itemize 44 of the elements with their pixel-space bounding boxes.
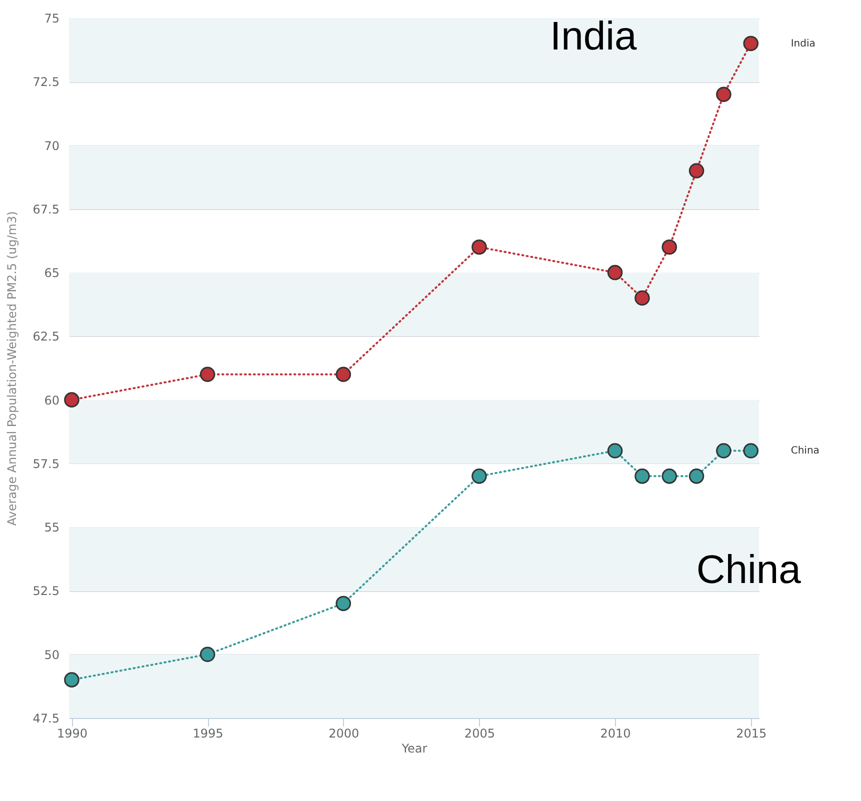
point <box>472 468 487 484</box>
point <box>336 366 352 382</box>
point <box>336 596 352 612</box>
text: China <box>790 446 820 457</box>
point <box>64 672 80 688</box>
x-tick-label: 2000 <box>328 726 360 740</box>
y-tick-label: 50 <box>44 648 60 662</box>
y-tick-label: 60 <box>44 393 60 408</box>
point <box>607 443 623 458</box>
x-tick-label: 2010 <box>600 726 631 740</box>
point <box>472 239 487 255</box>
point <box>716 86 732 102</box>
y-tick-label: 72.5 <box>32 75 60 90</box>
point <box>662 239 677 255</box>
point <box>200 646 216 662</box>
x-tick-label: 2015 <box>736 726 767 740</box>
point <box>716 443 732 458</box>
y-tick-label: 47.5 <box>32 712 60 726</box>
y-tick-label: 57.5 <box>32 456 60 471</box>
annotation: India <box>550 14 638 59</box>
point <box>662 468 677 484</box>
x-tick-label: 2005 <box>464 726 495 740</box>
x-axis-title: Year <box>400 742 428 756</box>
y-tick-label: 55 <box>44 520 60 535</box>
y-tick-label: 67.5 <box>32 202 60 216</box>
point <box>607 264 623 280</box>
x-tick-label: 1990 <box>56 726 88 740</box>
text: India <box>790 38 816 50</box>
point <box>634 290 650 306</box>
y-tick-label: 75 <box>44 12 60 26</box>
point <box>743 443 758 458</box>
point <box>688 163 704 178</box>
y-axis-title: Average Annual Population-Weighted PM2.5 (ug/m3) <box>4 211 19 526</box>
annotation: China <box>696 548 802 592</box>
y-tick-label: 65 <box>44 266 60 280</box>
y-tick-label: 52.5 <box>32 584 60 598</box>
point <box>688 468 704 484</box>
point <box>200 366 216 382</box>
y-tick-label: 62.5 <box>32 330 60 344</box>
x-tick-label: 1995 <box>192 726 224 740</box>
point <box>64 392 80 408</box>
point <box>743 36 758 52</box>
point <box>634 468 650 484</box>
y-tick-label: 70 <box>44 138 60 153</box>
